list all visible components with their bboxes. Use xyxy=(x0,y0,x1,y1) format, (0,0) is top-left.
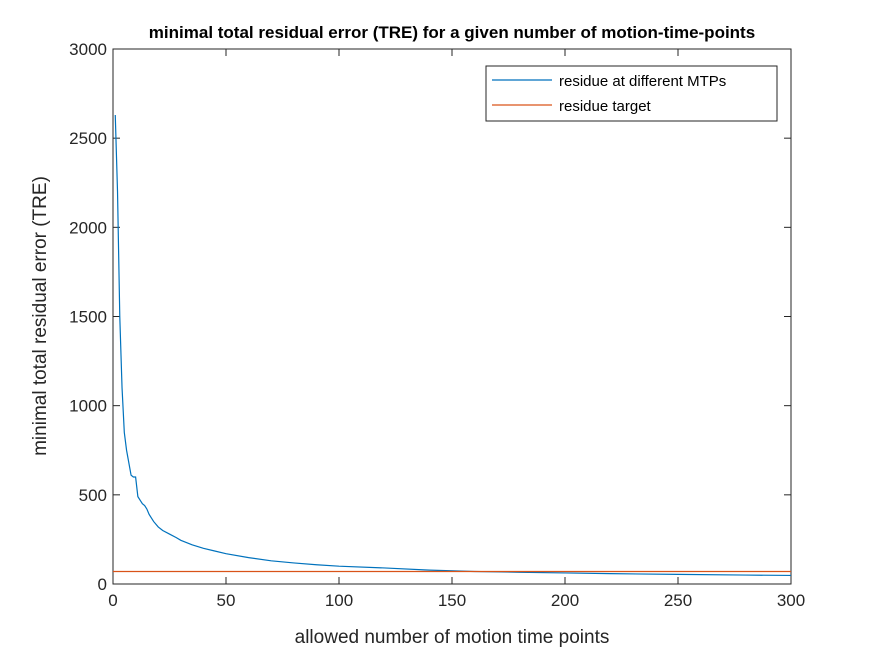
y-tick-label: 2000 xyxy=(69,218,107,237)
y-tick-label: 500 xyxy=(79,486,107,505)
legend-label-residue-target: residue target xyxy=(559,98,652,115)
x-tick-label: 300 xyxy=(777,591,805,610)
x-tick-label: 100 xyxy=(325,591,353,610)
x-tick-label: 150 xyxy=(438,591,466,610)
plot-area xyxy=(112,48,792,585)
y-tick-label: 1500 xyxy=(69,308,107,327)
y-tick-label: 0 xyxy=(98,575,107,594)
x-tick-label: 250 xyxy=(664,591,692,610)
chart-legend: residue at different MTPs residue target xyxy=(485,65,778,122)
x-axis-label: allowed number of motion time points xyxy=(295,627,610,648)
chart-title: minimal total residual error (TRE) for a… xyxy=(149,23,755,42)
y-tick-label: 1000 xyxy=(69,397,107,416)
x-tick-label: 50 xyxy=(217,591,236,610)
legend-label-residue-at-different-mtps: residue at different MTPs xyxy=(559,73,726,90)
x-axis-ticks: 0 50 100 150 200 250 300 xyxy=(108,49,805,610)
legend-box xyxy=(485,65,778,122)
series-layer xyxy=(113,114,792,577)
y-tick-label: 2500 xyxy=(69,129,107,148)
x-tick-label: 0 xyxy=(108,591,117,610)
series-line-0 xyxy=(114,114,792,577)
x-tick-label: 200 xyxy=(551,591,579,610)
y-axis-ticks: 0 500 1000 1500 2000 2500 3000 xyxy=(69,40,791,594)
y-tick-label: 3000 xyxy=(69,40,107,59)
y-axis-label: minimal total residual error (TRE) xyxy=(30,176,51,456)
